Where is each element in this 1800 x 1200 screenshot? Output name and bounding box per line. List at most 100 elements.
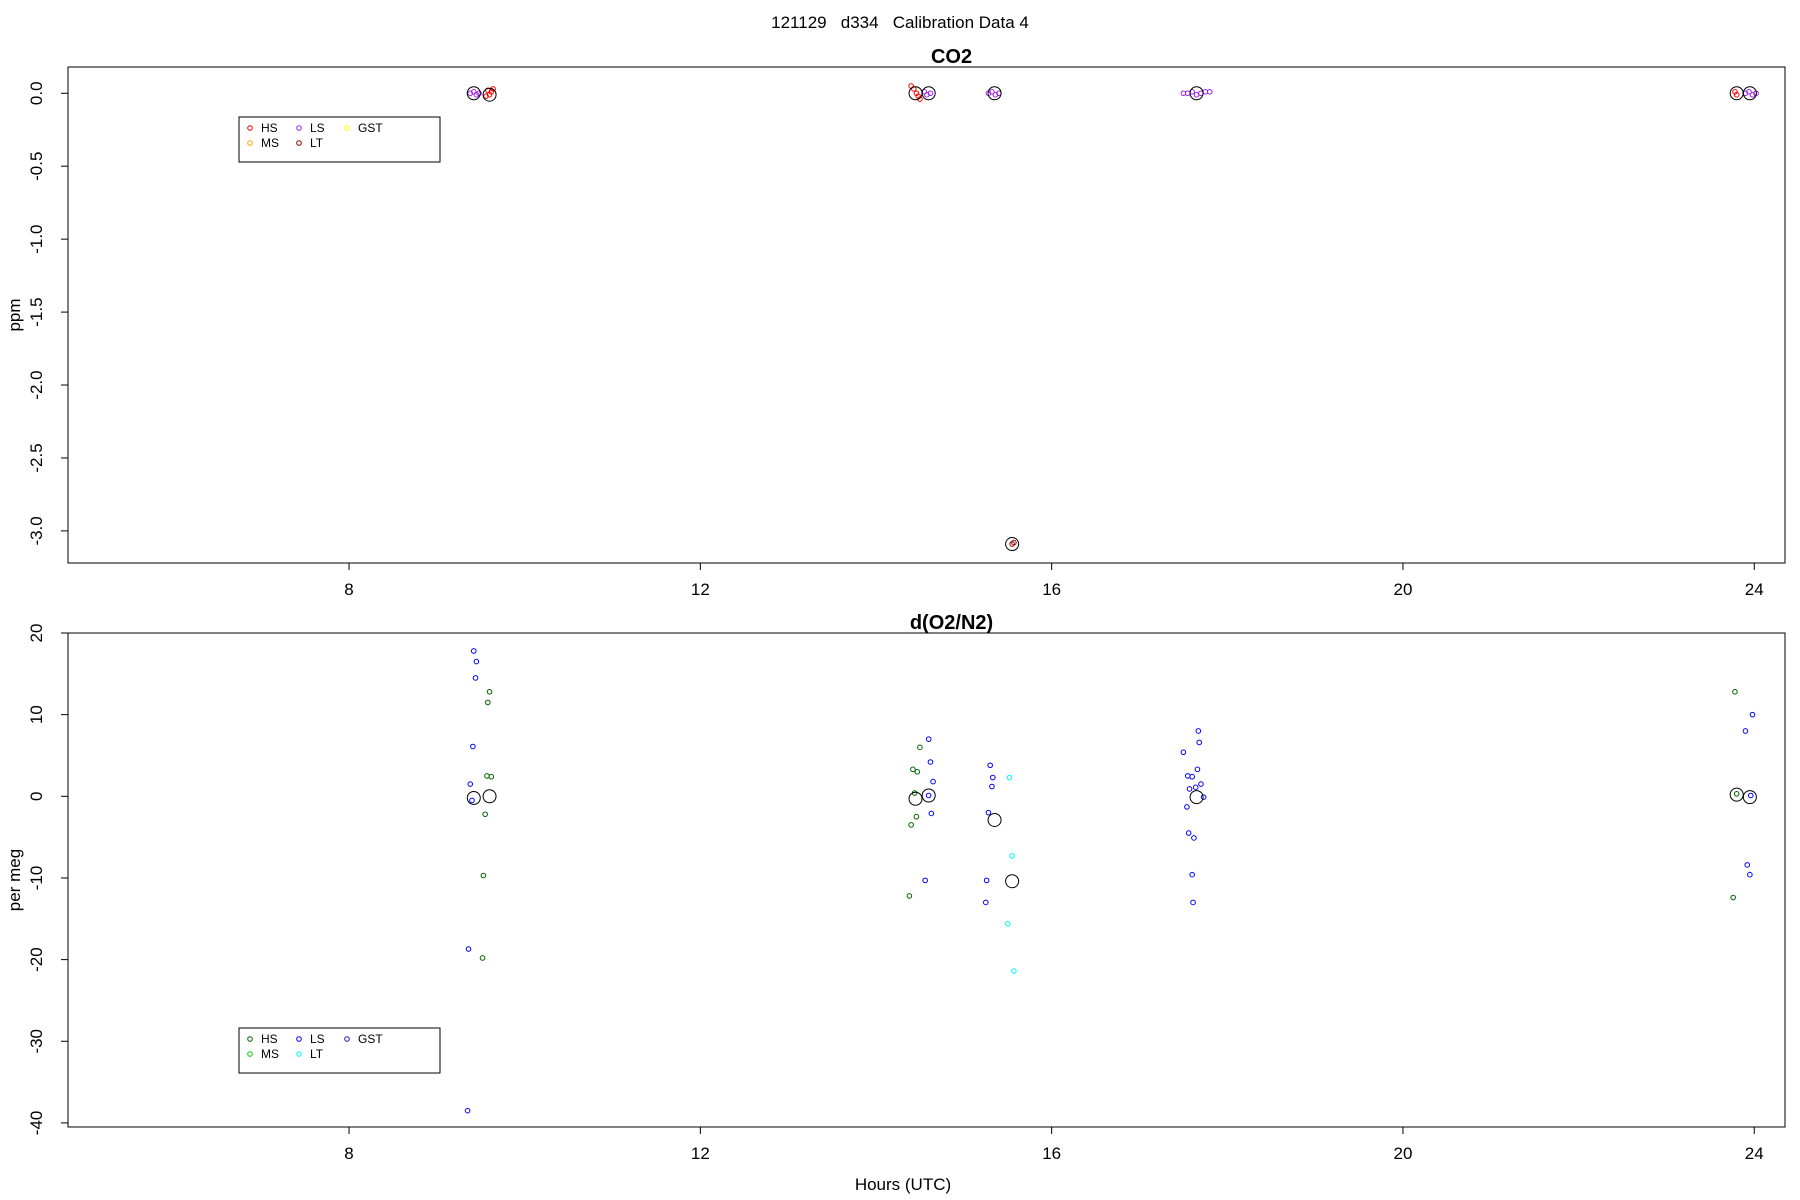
data-point-hs: [482, 811, 488, 818]
y-tick-label: -1.0: [27, 224, 46, 253]
legend-label-gst: GST: [358, 121, 383, 135]
data-point-ls: [990, 774, 996, 781]
y-tick-label: 0.0: [27, 81, 46, 105]
group-mean-marker: [1189, 86, 1204, 101]
legend-label-ls: LS: [310, 121, 325, 135]
data-point-lt: [1006, 774, 1013, 781]
data-point-hs: [488, 773, 495, 780]
data-point-ls: [1184, 804, 1190, 810]
legend-label-hs: HS: [261, 121, 278, 135]
data-point-lt: [1011, 539, 1017, 546]
data-point-hs: [485, 699, 491, 706]
x-tick-label: 16: [1042, 580, 1061, 599]
data-point-hs: [483, 93, 489, 99]
y-tick-label: -30: [27, 1029, 46, 1054]
data-point-hs: [1733, 91, 1740, 98]
data-point-ls: [1747, 792, 1754, 799]
data-point-ls: [992, 91, 999, 98]
panel-title: CO2: [931, 46, 972, 68]
y-tick-label: -2.0: [27, 370, 46, 399]
data-point-hs: [913, 813, 920, 820]
legend-label-ls: LS: [310, 1032, 325, 1046]
y-tick-label: -10: [27, 866, 46, 891]
data-point-hs: [917, 744, 923, 751]
data-point-ls: [925, 736, 932, 742]
legend-label-gst: GST: [358, 1032, 383, 1046]
y-tick-label: -0.5: [27, 152, 46, 181]
data-point-ls: [1749, 91, 1756, 98]
data-point-ls: [1186, 786, 1193, 792]
data-point-ls: [1200, 794, 1207, 800]
legend-marker-lt: [296, 1051, 302, 1057]
data-point-ls: [924, 91, 930, 98]
data-point-ls: [1189, 871, 1195, 878]
y-tick-label: -1.5: [27, 297, 46, 326]
x-tick-label: 8: [344, 580, 353, 599]
data-point-ls: [1191, 835, 1197, 841]
y-axis-label: ppm: [5, 298, 24, 331]
group-mean-marker: [987, 812, 1002, 827]
group-mean-marker: [482, 789, 497, 804]
legend-marker-hs: [247, 1036, 253, 1042]
group-mean-marker: [1189, 790, 1204, 805]
co2-panel: CO2 8 12 16 20 24 0.0 -0.5 -1.0 -1.5 -2.0 -2.5 -3.0 p…: [5, 46, 1786, 599]
y-tick-label: -40: [27, 1111, 46, 1136]
data-point-ls: [1196, 739, 1202, 746]
data-point-ls: [1192, 784, 1199, 791]
plot-frame: [67, 66, 1786, 564]
y-tick-label: 10: [27, 705, 46, 724]
o2n2-panel: d(O2/N2) 8 12 16 20 24 20 10 0 -10 -20 -30 -40 per me…: [5, 612, 1786, 1163]
group-mean-marker: [1742, 86, 1757, 101]
data-point-ls: [922, 877, 928, 884]
data-point-ls: [1746, 89, 1752, 95]
data-point-lt: [1011, 968, 1017, 974]
data-point-ls: [1194, 766, 1201, 773]
data-point-ls: [983, 877, 990, 884]
x-tick-label: 12: [691, 580, 710, 599]
group-mean-marker: [921, 788, 936, 803]
data-point-ls: [928, 810, 935, 817]
data-point-ls: [982, 899, 989, 906]
data-point-ls: [925, 792, 932, 799]
x-tick-label: 20: [1393, 1144, 1412, 1163]
data-point-ls: [1206, 89, 1213, 95]
group-mean-marker: [921, 86, 936, 101]
data-point-ls: [467, 90, 474, 97]
x-tick-label: 8: [344, 1144, 353, 1163]
data-point-ls: [1749, 711, 1756, 718]
legend-marker-gst: [344, 125, 350, 131]
legend-marker-lt: [296, 140, 302, 146]
data-point-hs: [1730, 894, 1736, 901]
legend-label-ms: MS: [261, 136, 279, 150]
data-point-hs: [479, 955, 486, 961]
data-point-hs: [490, 86, 496, 92]
data-point-ls: [472, 675, 479, 681]
group-mean-marker: [466, 86, 481, 101]
x-tick-label: 24: [1745, 1144, 1764, 1163]
x-tick-label: 20: [1393, 580, 1412, 599]
legend-marker-gst: [344, 1036, 350, 1042]
data-point-ls: [1180, 749, 1187, 756]
data-point-ls: [473, 658, 480, 665]
group-mean-marker: [1742, 790, 1757, 805]
data-point-lt: [1004, 920, 1011, 927]
group-mean-marker: [1729, 787, 1744, 802]
legend-box: [238, 1027, 441, 1074]
data-point-lt: [1009, 853, 1015, 859]
x-tick-label: 24: [1745, 580, 1764, 599]
data-point-ls: [470, 743, 476, 750]
legend-label-lt: LT: [310, 136, 324, 150]
data-point-ls: [1185, 830, 1192, 836]
data-point-ls: [1744, 862, 1751, 868]
group-mean-marker: [987, 86, 1002, 101]
y-tick-label: -2.5: [27, 443, 46, 472]
data-point-ls: [1195, 728, 1202, 734]
data-point-ls: [465, 946, 472, 952]
group-mean-marker: [466, 790, 481, 805]
data-point-ls: [1742, 728, 1749, 734]
group-mean-marker: [482, 87, 497, 102]
data-point-ls: [1190, 899, 1196, 906]
data-point-ls: [989, 783, 995, 790]
